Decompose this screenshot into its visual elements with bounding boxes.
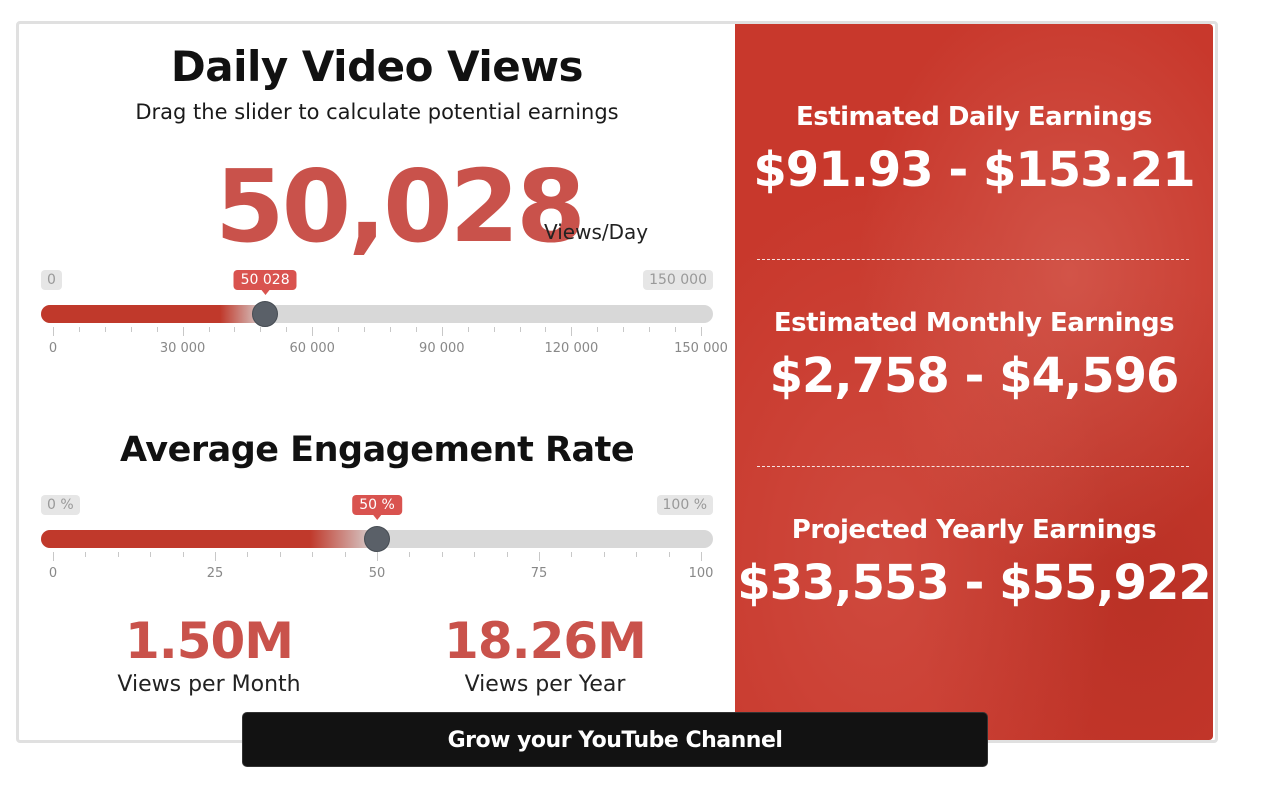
slider-minor-tick xyxy=(234,327,236,332)
page-subtitle: Drag the slider to calculate potential e… xyxy=(135,100,619,124)
daily-earnings-label: Estimated Daily Earnings xyxy=(795,102,1153,132)
slider-minor-tick xyxy=(441,552,443,557)
divider xyxy=(757,466,1189,467)
slider-tick-label: 100 xyxy=(688,566,714,581)
slider-minor-tick xyxy=(104,327,106,332)
daily-views-unit: Views/Day xyxy=(544,220,649,244)
slider-minor-tick xyxy=(389,327,391,332)
slider-major-tick xyxy=(312,327,314,336)
slider-tick-label: 75 xyxy=(530,566,548,581)
slider-value-label: 50 % xyxy=(352,495,402,520)
slider-minor-tick xyxy=(364,327,366,332)
slider-major-tick xyxy=(441,327,443,336)
slider-fill xyxy=(41,530,377,548)
slider-minor-tick xyxy=(603,552,605,557)
slider-minor-tick xyxy=(338,327,340,332)
slider-minor-tick xyxy=(279,552,281,557)
earnings-calculator-card: Daily Video Views Drag the slider to cal… xyxy=(16,21,1218,743)
slider-tick-label: 150 000 xyxy=(674,341,728,356)
slider-minor-tick xyxy=(78,327,80,332)
slider-max-label: 150 000 xyxy=(643,270,713,290)
views-per-month-label: Views per Month xyxy=(117,672,301,697)
slider-minor-tick xyxy=(260,327,262,332)
slider-minor-tick xyxy=(467,327,469,332)
views-per-month-stat: 1.50M Views per Month xyxy=(59,612,359,697)
slider-handle[interactable] xyxy=(364,526,390,552)
daily-views-value: 50,028 xyxy=(215,148,586,265)
daily-earnings-block: Estimated Daily Earnings $91.93 - $153.2… xyxy=(735,102,1213,198)
monthly-earnings-value: $2,758 - $4,596 xyxy=(769,348,1180,404)
slider-major-tick xyxy=(571,327,573,336)
divider xyxy=(757,259,1189,260)
slider-major-tick xyxy=(215,552,216,561)
slider-min-label: 0 % xyxy=(41,495,80,515)
slider-tick-label: 60 000 xyxy=(289,341,335,356)
grow-channel-button[interactable]: Grow your YouTube Channel xyxy=(242,712,988,767)
slider-minor-tick xyxy=(493,327,495,332)
background-photo-overlay xyxy=(735,24,1213,740)
slider-minor-tick xyxy=(668,552,670,557)
slider-minor-tick xyxy=(208,327,210,332)
slider-minor-tick xyxy=(150,552,152,557)
slider-major-tick xyxy=(539,552,540,561)
yearly-earnings-value: $33,553 - $55,922 xyxy=(737,555,1212,611)
slider-minor-tick xyxy=(506,552,508,557)
engagement-rate-slider[interactable]: 0 % 100 % 50 % 0 25 50 75 100 xyxy=(41,495,713,595)
slider-minor-tick xyxy=(519,327,521,332)
slider-major-tick xyxy=(701,552,702,561)
slider-tick-label: 90 000 xyxy=(419,341,465,356)
slider-minor-tick xyxy=(571,552,573,557)
slider-minor-tick xyxy=(415,327,417,332)
slider-fill xyxy=(41,305,266,323)
slider-minor-tick xyxy=(597,327,599,332)
slider-tick-label: 30 000 xyxy=(159,341,206,356)
views-per-year-label: Views per Year xyxy=(464,672,626,697)
slider-minor-tick xyxy=(409,552,411,557)
slider-minor-tick xyxy=(182,552,184,557)
engagement-title: Average Engagement Rate xyxy=(119,430,635,470)
slider-value-label: 50 028 xyxy=(233,270,297,295)
slider-minor-tick xyxy=(85,552,87,557)
slider-major-tick xyxy=(701,327,702,336)
earnings-panel: Estimated Daily Earnings $91.93 - $153.2… xyxy=(735,24,1213,740)
slider-major-tick xyxy=(377,552,378,561)
slider-minor-tick xyxy=(286,327,288,332)
slider-tick-label: 50 xyxy=(368,566,386,581)
yearly-earnings-label: Projected Yearly Earnings xyxy=(791,515,1157,545)
views-per-month-value: 1.50M xyxy=(124,612,294,670)
slider-major-tick xyxy=(53,327,54,336)
slider-major-tick xyxy=(53,552,54,561)
slider-track[interactable] xyxy=(41,305,713,323)
monthly-earnings-label: Estimated Monthly Earnings xyxy=(773,308,1175,338)
slider-minor-tick xyxy=(130,327,132,332)
slider-major-tick xyxy=(182,327,184,336)
slider-handle[interactable] xyxy=(252,301,279,327)
slider-minor-tick xyxy=(474,552,476,557)
slider-minor-tick xyxy=(312,552,314,557)
slider-minor-tick xyxy=(156,327,158,332)
slider-minor-tick xyxy=(623,327,625,332)
yearly-earnings-block: Projected Yearly Earnings $33,553 - $55,… xyxy=(735,515,1213,611)
slider-tick-label: 0 xyxy=(48,341,58,356)
slider-minor-tick xyxy=(247,552,249,557)
slider-minor-tick xyxy=(344,552,346,557)
page-title: Daily Video Views xyxy=(170,42,584,91)
slider-tick-label: 0 xyxy=(48,566,58,581)
slider-minor-tick xyxy=(649,327,651,332)
daily-views-slider[interactable]: 0 150 000 50 028 0 30 000 60 000 90 000 120 … xyxy=(41,270,728,370)
slider-max-label: 100 % xyxy=(656,495,713,515)
slider-minor-tick xyxy=(545,327,547,332)
views-per-year-value: 18.26M xyxy=(444,612,647,670)
slider-tick-label: 120 000 xyxy=(544,341,599,356)
calculator-panel: Daily Video Views Drag the slider to cal… xyxy=(19,24,735,740)
monthly-earnings-block: Estimated Monthly Earnings $2,758 - $4,5… xyxy=(735,308,1213,404)
slider-minor-tick xyxy=(675,327,677,332)
slider-minor-tick xyxy=(636,552,638,557)
views-per-year-stat: 18.26M Views per Year xyxy=(395,612,695,697)
slider-min-label: 0 xyxy=(41,270,62,290)
daily-earnings-value: $91.93 - $153.21 xyxy=(753,142,1195,198)
slider-minor-tick xyxy=(117,552,119,557)
slider-tick-label: 25 xyxy=(206,566,224,581)
